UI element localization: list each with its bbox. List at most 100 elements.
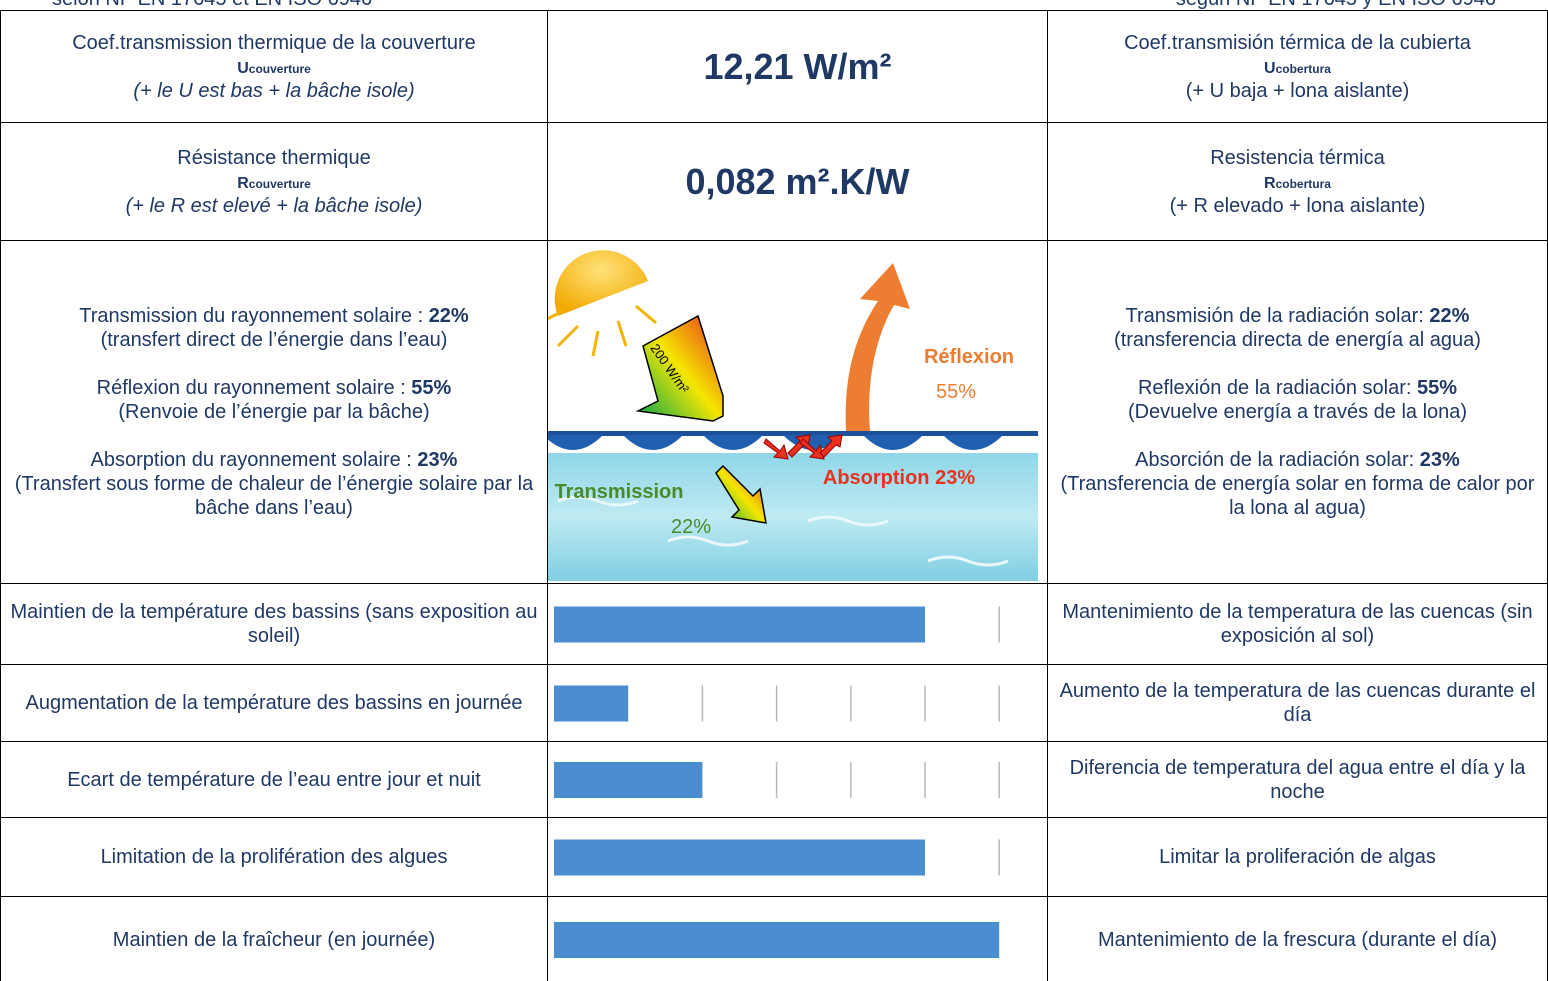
property-cell: Coef.transmission thermique de la couver… [0,10,548,123]
property-note: (+ R elevado + lona aislante) [1170,194,1426,218]
property-value: 0,082 m².K/W [685,160,909,203]
solar-line: Reflexión de la radiación solar: 55% [1128,376,1467,400]
symbol: R [1264,175,1276,192]
solar-line: Transmisión de la radiación solar: 22% [1114,304,1481,328]
solar-text: Reflexión de la radiación solar: [1138,377,1417,399]
solar-item: Réflexion du rayonnement solaire : 55%(R… [97,376,452,424]
rating-bar [554,607,925,643]
property-symbol: Rcouverture [237,170,311,194]
property-title: Resistencia térmica [1210,146,1385,170]
rating-bar-chart [548,742,1048,818]
sun [548,250,656,356]
transmission-label: Transmission [555,481,684,503]
page: selon NF EN 17645 et EN ISO 6946 según N… [0,0,1548,981]
symbol: U [237,60,249,77]
solar-detail: (Devuelve energía a través de la lona) [1128,400,1467,424]
solar-item: Reflexión de la radiación solar: 55%(Dev… [1128,376,1467,424]
reflection-label: Réflexion [924,346,1014,368]
rating-bar [554,840,925,876]
solar-cell: Transmisión de la radiación solar: 22%(t… [1047,240,1548,584]
solar-line: Réflexion du rayonnement solaire : 55% [97,376,452,400]
solar-line: Transmission du rayonnement solaire : 22… [79,304,468,328]
property-note: (+ le R est elevé + la bâche isole) [126,194,423,218]
property-title: Coef.transmisión térmica de la cubierta [1124,31,1471,55]
solar-value: 22% [429,305,469,327]
rating-bar-cell [547,664,1048,742]
rating-bar-cell [547,741,1048,818]
solar-item: Transmission du rayonnement solaire : 22… [79,304,468,352]
property-title: Coef.transmission thermique de la couver… [72,31,476,55]
rating-label-cell: Limitar la proliferación de algas [1047,817,1548,897]
solar-line: Absorción de la radiación solar: 23% [1056,448,1539,472]
rating-label: Ecart de température de l’eau entre jour… [67,768,481,792]
solar-item: Absorption du rayonnement solaire : 23%(… [9,448,539,520]
rating-label: Limitar la proliferación de algas [1159,845,1436,869]
transmission-value: 22% [671,516,711,538]
subscript: cobertura [1276,177,1331,191]
rating-bar-cell [547,817,1048,897]
reflection-arrow [846,263,910,431]
property-symbol: Rcobertura [1264,170,1331,194]
subscript: cobertura [1276,62,1331,76]
rating-bar [554,762,702,798]
rating-bar-cell [547,896,1048,981]
rating-bar-cell [547,583,1048,665]
rating-bar-chart [548,584,1048,665]
solar-detail: (transferencia directa de energía al agu… [1114,328,1481,352]
value-cell: 12,21 W/m² [547,10,1048,123]
rating-label-cell: Aumento de la temperatura de las cuencas… [1047,664,1548,742]
rating-bar [554,686,628,722]
rating-bar [554,922,999,958]
rating-label-cell: Maintien de la fraîcheur (en journée) [0,896,548,981]
rating-label: Aumento de la temperatura de las cuencas… [1056,679,1539,727]
rating-bar-chart [548,897,1048,981]
rating-label-cell: Ecart de température de l’eau entre jour… [0,741,548,818]
rating-bar-chart [548,818,1048,897]
rating-label: Augmentation de la température des bassi… [26,691,523,715]
subscript: couverture [249,177,311,191]
absorption-label: Absorption 23% [823,467,975,489]
solar-text: Absorption du rayonnement solaire : [91,449,418,471]
value-cell: 0,082 m².K/W [547,122,1048,241]
rating-label-cell: Limitation de la prolifération des algue… [0,817,548,897]
solar-value: 23% [1420,449,1460,471]
rating-label: Limitation de la prolifération des algue… [101,845,448,869]
solar-text: Transmission du rayonnement solaire : [79,305,428,327]
solar-detail: (Transfert sous forme de chaleur de l’én… [9,472,539,520]
symbol: U [1264,60,1276,77]
solar-cell: Transmission du rayonnement solaire : 22… [0,240,548,584]
solar-detail: (transfert direct de l’énergie dans l’ea… [79,328,468,352]
rating-label: Diferencia de temperatura del agua entre… [1056,756,1539,804]
solar-detail: (Transferencia de energía solar en forma… [1056,472,1539,520]
rating-label: Maintien de la température des bassins (… [9,600,539,648]
solar-value: 23% [417,449,457,471]
property-note: (+ le U est bas + la bâche isole) [133,79,414,103]
rating-label-cell: Mantenimiento de la temperatura de las c… [1047,583,1548,665]
solar-item: Transmisión de la radiación solar: 22%(t… [1114,304,1481,352]
symbol: R [237,175,249,192]
property-value: 12,21 W/m² [703,45,891,88]
solar-value: 22% [1429,305,1469,327]
rating-bar-chart [548,665,1048,742]
rating-label: Mantenimiento de la temperatura de las c… [1056,600,1539,648]
incoming-arrow [638,316,723,421]
solar-item: Absorción de la radiación solar: 23%(Tra… [1056,448,1539,520]
rating-label-cell: Maintien de la température des bassins (… [0,583,548,665]
solar-value: 55% [411,377,451,399]
subscript: couverture [249,62,311,76]
solar-text: Transmisión de la radiación solar: [1126,305,1430,327]
property-title: Résistance thermique [177,146,370,170]
solar-text: Réflexion du rayonnement solaire : [97,377,412,399]
rating-label-cell: Mantenimiento de la frescura (durante el… [1047,896,1548,981]
solar-detail: (Renvoie de l’énergie par la bâche) [97,400,452,424]
rating-label-cell: Diferencia de temperatura del agua entre… [1047,741,1548,818]
property-symbol: Ucobertura [1264,55,1331,79]
property-note: (+ U baja + lona aislante) [1186,79,1409,103]
property-symbol: Ucouverture [237,55,311,79]
rating-label: Maintien de la fraîcheur (en journée) [113,928,435,952]
